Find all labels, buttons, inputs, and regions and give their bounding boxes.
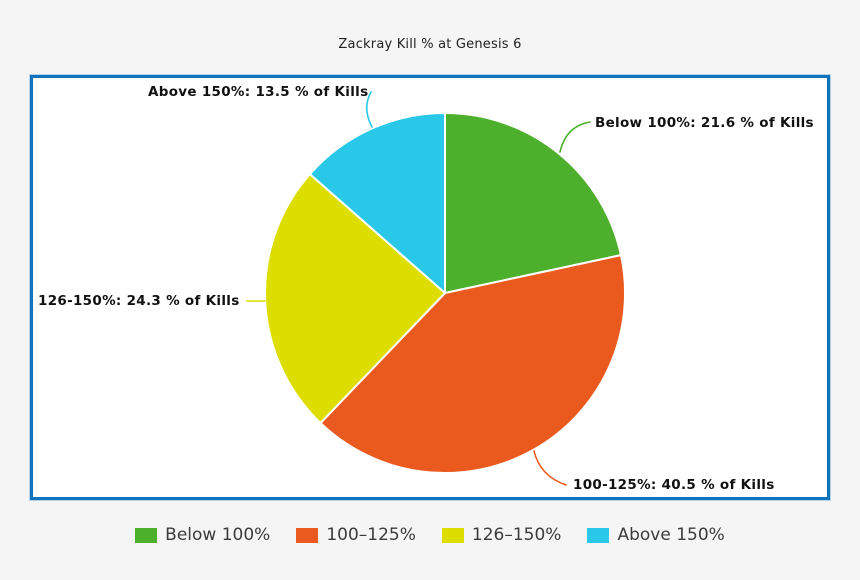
legend-item-below-100: Below 100% (135, 525, 270, 545)
callout-below-100: Below 100%: 21.6 % of Kills (595, 115, 814, 131)
legend-swatch-below-100 (135, 527, 158, 543)
callout-126-150: 126-150%: 24.3 % of Kills (38, 293, 240, 309)
legend-swatch-100-125 (296, 527, 319, 543)
pie-slices (264, 112, 626, 474)
pie-chart-svg (246, 91, 626, 486)
legend-label: Above 150% (617, 525, 725, 545)
callout-100-125: 100-125%: 40.5 % of Kills (573, 477, 775, 493)
chart-title: Zackray Kill % at Genesis 6 (338, 37, 522, 52)
leader-line (365, 91, 373, 128)
legend-label: Below 100% (165, 525, 271, 545)
legend-item-above-150: Above 150% (587, 525, 725, 545)
legend: Below 100% 100–125% 126–150% Above 150% (0, 521, 860, 549)
plot-area: Above 150%: 13.5 % of Kills Below 100%: … (29, 74, 831, 501)
legend-swatch-126-150 (441, 527, 464, 543)
legend-label: 126–150% (471, 525, 562, 545)
callout-leader-lines (246, 91, 591, 486)
pie-slice-above-150- (308, 112, 446, 294)
leader-line (559, 121, 591, 153)
legend-item-126-150: 126–150% (441, 525, 562, 545)
legend-swatch-above-150 (587, 527, 610, 543)
callout-above-150: Above 150%: 13.5 % of Kills (148, 84, 369, 100)
legend-item-100-125: 100–125% (296, 525, 416, 545)
pie-slice-100-125- (319, 254, 626, 474)
legend-label: 100–125% (326, 525, 416, 545)
pie-slice-below-100- (444, 112, 622, 294)
leader-line (533, 450, 567, 486)
